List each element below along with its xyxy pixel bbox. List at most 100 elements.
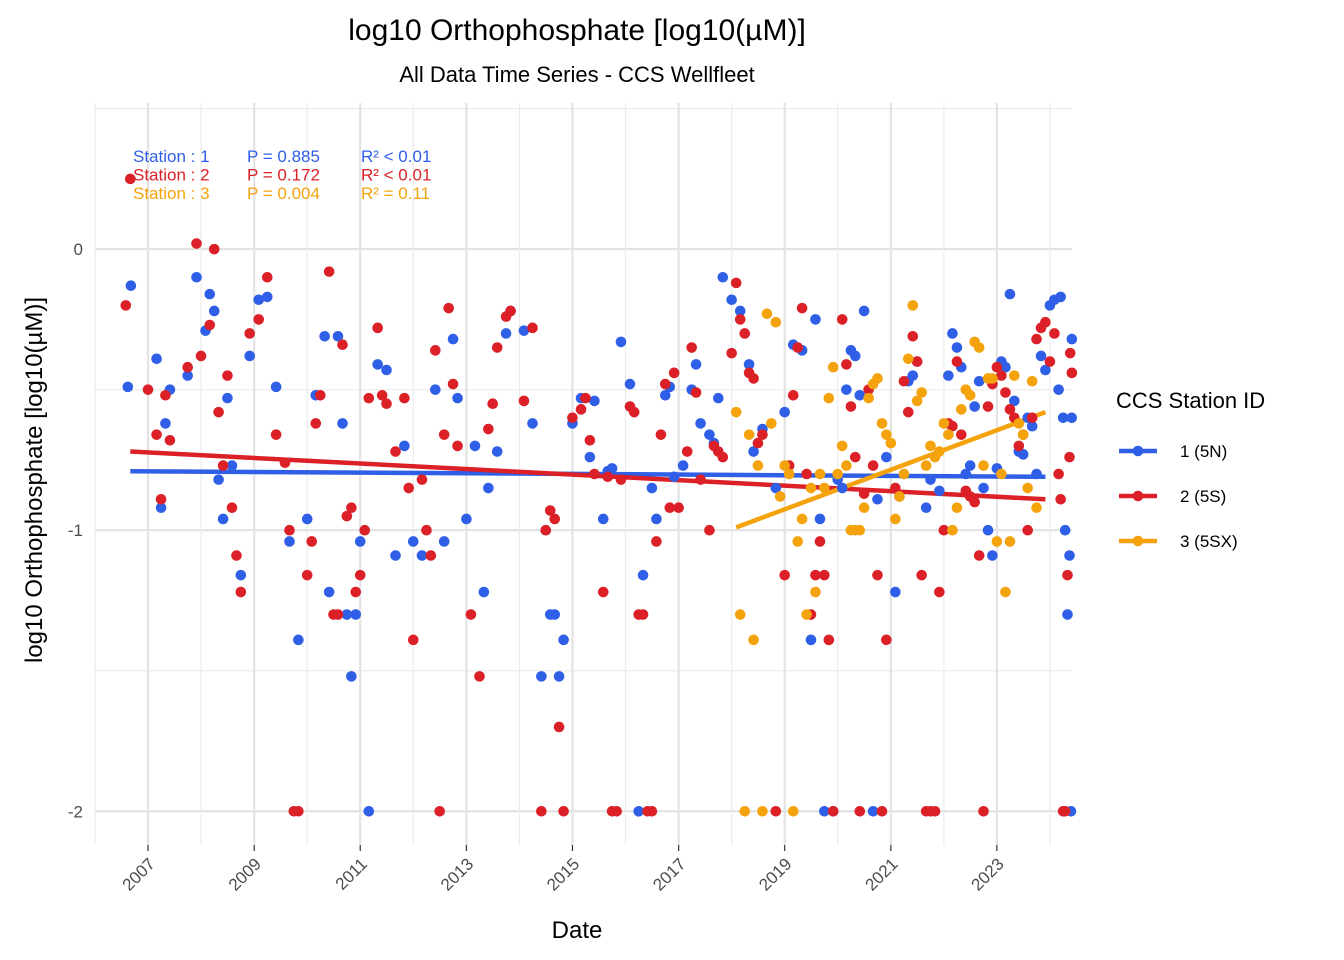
data-point-series-1	[1017, 449, 1029, 460]
data-point-series-3	[885, 437, 897, 449]
data-point-series-2	[947, 420, 958, 432]
data-point-series-2	[690, 387, 702, 398]
data-point-series-1	[407, 536, 419, 547]
data-point-series-2	[611, 805, 622, 817]
data-point-series-1	[1066, 333, 1078, 345]
data-point-series-1	[461, 513, 472, 525]
data-point-series-1	[890, 586, 901, 598]
data-point-series-3	[1000, 586, 1011, 598]
data-point-series-1	[726, 294, 737, 306]
data-point-series-3	[925, 440, 936, 452]
data-point-series-3	[858, 502, 870, 514]
data-point-series-2	[664, 502, 676, 514]
data-point-series-1	[430, 384, 441, 395]
data-point-series-1	[452, 392, 463, 404]
data-point-series-1	[1000, 361, 1011, 373]
data-point-series-1	[208, 305, 220, 317]
data-point-series-2	[399, 392, 410, 404]
data-point-series-2	[544, 505, 556, 516]
data-point-series-1	[1040, 364, 1051, 376]
trend-lines	[130, 410, 1047, 530]
data-point-series-2	[637, 609, 649, 620]
data-point-series-1	[447, 333, 459, 345]
data-point-series-2	[814, 536, 826, 547]
stats-r-squared: R² < 0.01	[361, 147, 431, 166]
data-point-series-3	[943, 429, 954, 440]
legend-label: 3 (5SX)	[1180, 532, 1238, 551]
data-point-series-2	[306, 536, 318, 547]
data-point-series-2	[1000, 387, 1011, 398]
data-point-series-1	[500, 328, 512, 339]
data-point-series-1	[584, 451, 596, 463]
x-tick-label: 2011	[332, 854, 371, 893]
data-point-series-2	[1053, 468, 1064, 480]
data-point-series-2	[293, 805, 304, 817]
data-point-series-2	[536, 805, 547, 817]
data-point-series-3	[774, 491, 786, 502]
data-point-series-2	[659, 378, 671, 390]
data-point-series-2	[505, 305, 516, 317]
data-point-series-2	[819, 569, 830, 581]
data-point-series-2	[615, 474, 627, 485]
data-point-series-1	[518, 325, 530, 336]
data-point-series-2	[726, 347, 737, 359]
data-point-series-2	[438, 429, 450, 440]
data-point-series-2	[867, 460, 879, 471]
chart-subtitle: All Data Time Series - CCS Wellfleet	[399, 62, 754, 87]
data-point-series-2	[279, 457, 291, 469]
data-point-series-2	[1026, 412, 1038, 424]
data-point-series-2	[779, 569, 790, 581]
data-point-series-1	[881, 451, 892, 463]
data-point-series-3	[757, 805, 768, 817]
data-point-series-2	[628, 406, 640, 418]
data-point-series-3	[819, 482, 830, 494]
data-point-series-3	[734, 609, 746, 620]
data-point-series-1	[677, 460, 689, 471]
data-point-series-1	[182, 370, 193, 381]
data-point-series-3	[951, 502, 963, 514]
data-point-series-3	[872, 373, 883, 384]
data-point-series-2	[416, 474, 428, 485]
data-point-series-1	[920, 502, 932, 514]
data-point-series-2	[748, 373, 759, 384]
data-point-series-3	[947, 524, 958, 536]
data-point-series-1	[1031, 468, 1042, 480]
data-point-series-2	[217, 460, 229, 471]
data-point-series-3	[916, 387, 927, 398]
data-point-series-1	[549, 609, 561, 620]
data-point-series-2	[1064, 451, 1075, 463]
data-point-series-1	[836, 482, 848, 494]
data-point-series-2	[1044, 356, 1056, 367]
data-point-series-2	[527, 322, 538, 334]
data-point-series-2	[407, 634, 419, 646]
data-point-series-2	[434, 805, 445, 817]
data-point-series-2	[465, 609, 477, 620]
data-point-series-2	[310, 418, 322, 429]
data-point-series-1	[1057, 412, 1069, 424]
data-point-series-2	[425, 550, 437, 561]
data-point-series-2	[390, 446, 401, 457]
data-point-series-1	[536, 671, 547, 682]
data-point-series-2	[655, 429, 667, 440]
data-point-series-3	[787, 805, 799, 817]
data-point-series-1	[469, 440, 481, 452]
data-point-series-1	[390, 550, 401, 561]
data-point-series-2	[430, 345, 441, 356]
data-point-series-1	[668, 471, 680, 483]
data-point-series-2	[651, 536, 662, 547]
data-point-series-3	[783, 468, 795, 480]
data-point-series-2	[898, 375, 910, 387]
data-point-series-1	[1055, 291, 1066, 303]
data-point-series-2	[359, 524, 371, 536]
data-point-series-3	[810, 586, 821, 598]
legend-label: 2 (5S)	[1180, 487, 1226, 506]
data-point-series-2	[213, 406, 224, 418]
data-point-series-2	[142, 384, 154, 395]
data-point-series-1	[261, 291, 273, 303]
data-point-series-2	[363, 392, 375, 404]
data-point-series-1	[947, 328, 958, 339]
data-point-series-1	[301, 513, 313, 525]
data-point-series-1	[491, 446, 503, 457]
x-tick-label: 2019	[755, 854, 795, 894]
data-point-series-2	[261, 271, 273, 283]
